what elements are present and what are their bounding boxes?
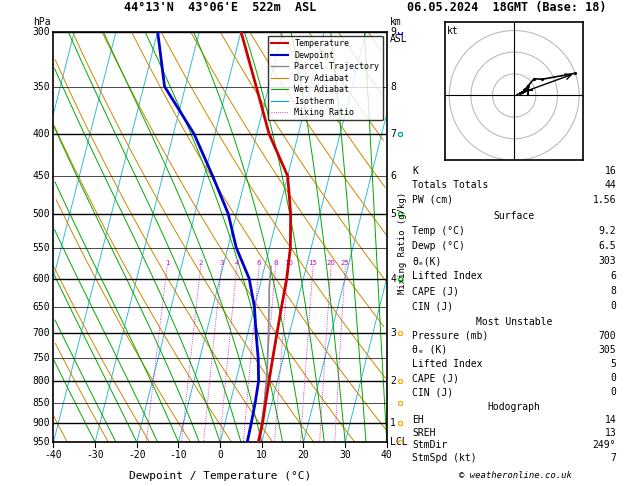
Text: 750: 750 [33,353,50,363]
Text: CIN (J): CIN (J) [412,301,454,311]
Text: StmDir: StmDir [412,440,447,450]
Text: 249°: 249° [593,440,616,450]
Text: Temp (°C): Temp (°C) [412,226,465,236]
Text: 300: 300 [33,27,50,36]
Text: 0: 0 [217,451,223,460]
Text: Dewpoint / Temperature (°C): Dewpoint / Temperature (°C) [129,471,311,481]
Text: Surface: Surface [494,211,535,222]
Text: 30: 30 [339,451,351,460]
Text: © weatheronline.co.uk: © weatheronline.co.uk [459,471,572,480]
Text: km: km [390,17,402,28]
Text: 800: 800 [33,376,50,386]
Text: 4: 4 [390,274,396,283]
Text: 8: 8 [610,286,616,296]
Text: 06.05.2024  18GMT (Base: 18): 06.05.2024 18GMT (Base: 18) [406,0,606,14]
Text: 7: 7 [390,129,396,139]
Text: 1: 1 [390,418,396,428]
Text: 700: 700 [33,329,50,338]
Text: 20: 20 [298,451,309,460]
Text: -40: -40 [45,451,62,460]
Text: 8: 8 [390,82,396,91]
Text: 950: 950 [33,437,50,447]
Text: 8: 8 [274,260,278,266]
Text: 9: 9 [390,27,396,36]
Legend: Temperature, Dewpoint, Parcel Trajectory, Dry Adiabat, Wet Adiabat, Isotherm, Mi: Temperature, Dewpoint, Parcel Trajectory… [268,36,382,121]
Text: -20: -20 [128,451,146,460]
Text: SREH: SREH [412,428,436,437]
Text: 6: 6 [390,171,396,181]
Text: 44°13'N  43°06'E  522m  ASL: 44°13'N 43°06'E 522m ASL [124,0,316,14]
Text: 44: 44 [604,180,616,190]
Text: Lifted Index: Lifted Index [412,359,482,369]
Text: K: K [412,166,418,175]
Text: 850: 850 [33,398,50,408]
Text: 1: 1 [165,260,169,266]
Text: 650: 650 [33,302,50,312]
Text: 305: 305 [599,345,616,355]
Text: 1.56: 1.56 [593,195,616,205]
Text: Totals Totals: Totals Totals [412,180,489,190]
Text: Pressure (mb): Pressure (mb) [412,330,489,341]
Text: 10: 10 [284,260,293,266]
Text: CAPE (J): CAPE (J) [412,373,459,383]
Text: θₑ (K): θₑ (K) [412,345,447,355]
Text: 400: 400 [33,129,50,139]
Text: 25: 25 [341,260,350,266]
Text: 6: 6 [610,271,616,281]
Text: 40: 40 [381,451,392,460]
Text: 900: 900 [33,418,50,428]
Text: 6.5: 6.5 [599,241,616,251]
Text: 0: 0 [610,373,616,383]
Text: 9.2: 9.2 [599,226,616,236]
Text: Hodograph: Hodograph [487,402,541,412]
Text: 20: 20 [326,260,335,266]
Text: 6: 6 [257,260,262,266]
Text: CIN (J): CIN (J) [412,387,454,398]
Text: 2: 2 [390,376,396,386]
Text: 700: 700 [599,330,616,341]
Text: 350: 350 [33,82,50,91]
Text: 13: 13 [604,428,616,437]
Text: ASL: ASL [390,34,408,44]
Text: 500: 500 [33,208,50,219]
Text: 14: 14 [604,415,616,425]
Text: 550: 550 [33,243,50,253]
Text: 15: 15 [309,260,318,266]
Text: 303: 303 [599,256,616,266]
Text: LCL: LCL [390,437,408,447]
Text: 0: 0 [610,301,616,311]
Text: EH: EH [412,415,424,425]
Text: 5: 5 [390,208,396,219]
Text: 4: 4 [235,260,239,266]
Text: 10: 10 [256,451,268,460]
Text: 3: 3 [390,329,396,338]
Text: -10: -10 [170,451,187,460]
Text: Most Unstable: Most Unstable [476,316,552,327]
Text: 3: 3 [220,260,224,266]
Text: Mixing Ratio (g/kg): Mixing Ratio (g/kg) [398,192,406,294]
Text: -30: -30 [86,451,104,460]
Text: 600: 600 [33,274,50,283]
Text: PW (cm): PW (cm) [412,195,454,205]
Text: kt: kt [447,26,459,36]
Text: θₑ(K): θₑ(K) [412,256,442,266]
Text: 0: 0 [610,387,616,398]
Text: 5: 5 [610,359,616,369]
Text: Lifted Index: Lifted Index [412,271,482,281]
Text: hPa: hPa [33,17,51,28]
Text: 450: 450 [33,171,50,181]
Text: 2: 2 [199,260,203,266]
Text: StmSpd (kt): StmSpd (kt) [412,453,477,463]
Text: 16: 16 [604,166,616,175]
Text: Dewp (°C): Dewp (°C) [412,241,465,251]
Text: 7: 7 [610,453,616,463]
Text: CAPE (J): CAPE (J) [412,286,459,296]
